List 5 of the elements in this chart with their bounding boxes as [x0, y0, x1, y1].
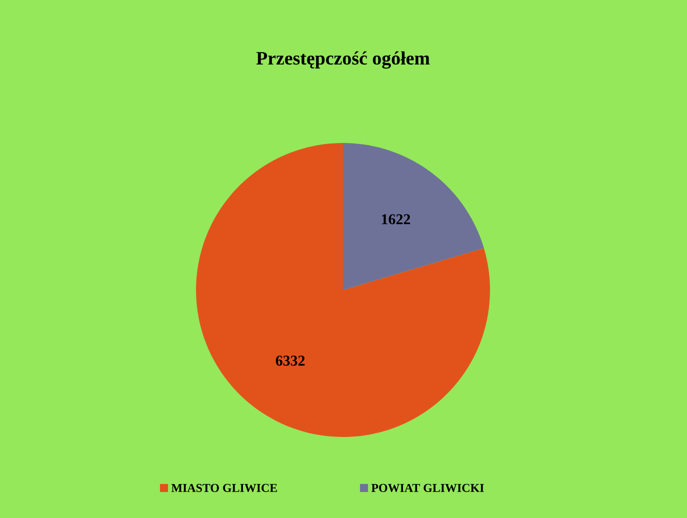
- legend-label: POWIAT GLIWICKI: [371, 484, 484, 492]
- legend-label: MIASTO GLIWICE: [171, 484, 277, 492]
- chart-title: Przestępczość ogółem: [256, 51, 430, 69]
- data-label: 1622: [382, 214, 410, 224]
- data-label: 6332: [276, 356, 305, 366]
